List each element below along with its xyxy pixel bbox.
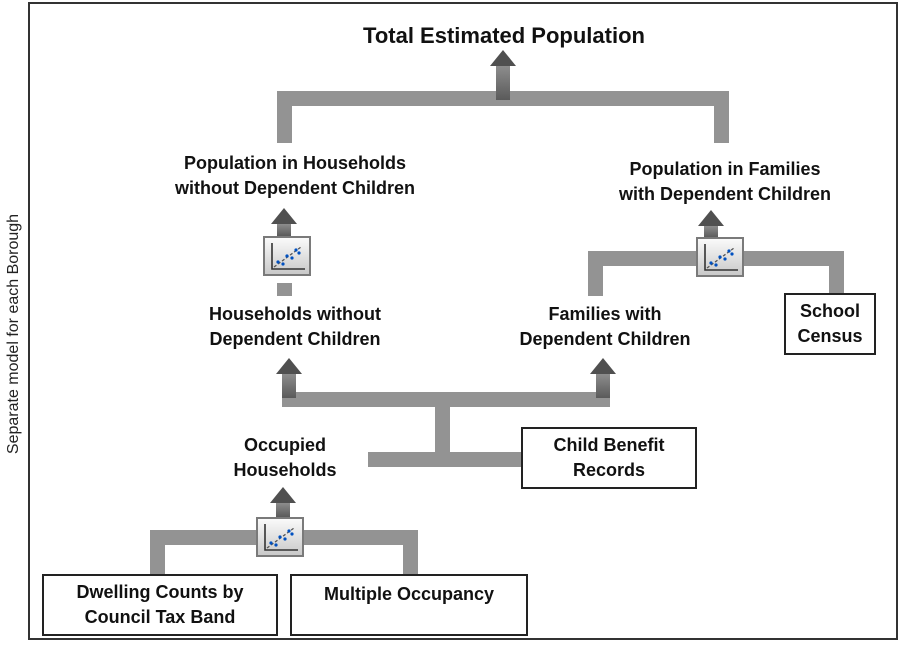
- connector-top-left-leg: [277, 91, 292, 143]
- connector-mid-bar: [282, 392, 610, 407]
- node-households-without-children: Households without Dependent Children: [160, 302, 430, 352]
- connector-bottom-right-leg: [403, 530, 418, 575]
- node-households-line1: Households without: [209, 304, 381, 324]
- scatter-plot-model-icon: [263, 236, 311, 276]
- source-child-benefit-records: Child Benefit Records: [521, 427, 697, 489]
- node-families-line1: Families with: [548, 304, 662, 324]
- connector-child-benefit-bar: [368, 452, 523, 467]
- node-pop-families: Population in Families with Dependent Ch…: [570, 157, 880, 207]
- arrow-up-total-icon: [490, 50, 516, 66]
- source-child-benefit-line1: Child Benefit: [553, 435, 665, 455]
- connector-mid-stem: [435, 400, 450, 462]
- side-label-text: Separate model for each Borough: [5, 213, 22, 455]
- source-dwelling-counts: Dwelling Counts by Council Tax Band: [42, 574, 278, 636]
- arrow-up-pop-families-shaft: [704, 226, 718, 238]
- connector-school-leg: [829, 251, 844, 293]
- node-total-population: Total Estimated Population: [363, 23, 645, 48]
- scatter-plot-model-icon: [256, 517, 304, 557]
- arrow-up-households-icon: [276, 358, 302, 374]
- node-occupied-line1: Occupied: [243, 435, 327, 455]
- source-school-line2: Census: [797, 326, 863, 346]
- side-label: Separate model for each Borough: [2, 214, 26, 454]
- arrow-up-pop-households-shaft: [277, 224, 291, 236]
- node-pop-households: Population in Households without Depende…: [120, 151, 470, 201]
- arrow-up-pop-households-icon: [271, 208, 297, 224]
- arrow-up-families-icon: [590, 358, 616, 374]
- connector-top-right-leg: [714, 91, 729, 143]
- node-pop-households-line2: without Dependent Children: [175, 178, 415, 198]
- node-occupied-line2: Households: [233, 460, 337, 480]
- arrow-up-households-shaft: [282, 374, 296, 398]
- node-occupied-households: Occupied Households: [200, 433, 370, 483]
- source-child-benefit-line2: Records: [572, 460, 646, 480]
- connector-households-stub: [277, 283, 292, 296]
- arrow-up-occupied-icon: [270, 487, 296, 503]
- node-families-line2: Dependent Children: [519, 329, 691, 349]
- node-pop-families-line1: Population in Families: [629, 159, 821, 179]
- arrow-up-occupied-shaft: [276, 503, 290, 517]
- arrow-up-families-shaft: [596, 374, 610, 398]
- node-households-line2: Dependent Children: [209, 329, 381, 349]
- source-school-line1: School: [799, 301, 860, 321]
- node-pop-families-line2: with Dependent Children: [618, 184, 831, 204]
- connector-bottom-left-leg: [150, 530, 165, 575]
- source-multiple-occupancy-label: Multiple Occupancy: [323, 584, 495, 604]
- node-families-with-children: Families with Dependent Children: [480, 302, 730, 352]
- source-multiple-occupancy: Multiple Occupancy: [290, 574, 528, 636]
- arrow-up-pop-families-icon: [698, 210, 724, 226]
- node-pop-households-line1: Population in Households: [184, 153, 406, 173]
- connector-families-left-leg: [588, 251, 603, 296]
- source-school-census: School Census: [784, 293, 876, 355]
- scatter-plot-model-icon: [696, 237, 744, 277]
- source-dwelling-line1: Dwelling Counts by: [76, 582, 244, 602]
- arrow-up-total-shaft: [496, 66, 510, 100]
- source-dwelling-line2: Council Tax Band: [84, 607, 236, 627]
